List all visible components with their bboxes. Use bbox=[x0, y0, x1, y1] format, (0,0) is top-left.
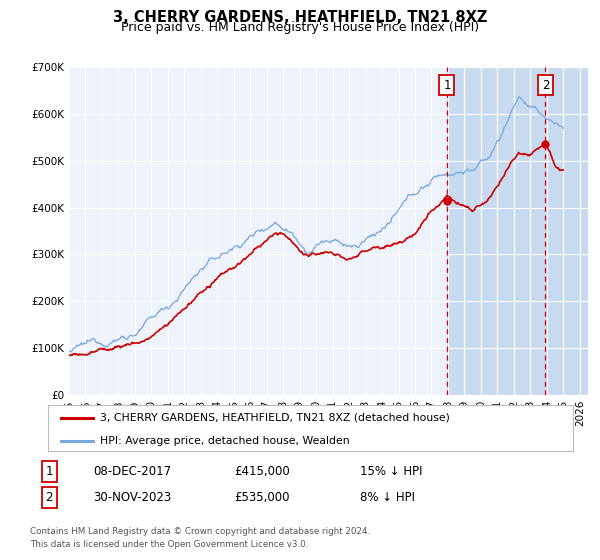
Text: £535,000: £535,000 bbox=[234, 491, 290, 504]
Text: 08-DEC-2017: 08-DEC-2017 bbox=[93, 465, 171, 478]
Text: 30-NOV-2023: 30-NOV-2023 bbox=[93, 491, 171, 504]
Text: Price paid vs. HM Land Registry's House Price Index (HPI): Price paid vs. HM Land Registry's House … bbox=[121, 21, 479, 34]
Text: 15% ↓ HPI: 15% ↓ HPI bbox=[360, 465, 422, 478]
Text: This data is licensed under the Open Government Licence v3.0.: This data is licensed under the Open Gov… bbox=[30, 540, 308, 549]
Text: 1: 1 bbox=[46, 465, 53, 478]
Text: 3, CHERRY GARDENS, HEATHFIELD, TN21 8XZ (detached house): 3, CHERRY GARDENS, HEATHFIELD, TN21 8XZ … bbox=[101, 413, 451, 423]
Text: 2: 2 bbox=[542, 79, 549, 92]
Text: 2: 2 bbox=[46, 491, 53, 504]
Text: HPI: Average price, detached house, Wealden: HPI: Average price, detached house, Weal… bbox=[101, 436, 350, 446]
Text: Contains HM Land Registry data © Crown copyright and database right 2024.: Contains HM Land Registry data © Crown c… bbox=[30, 528, 370, 536]
Text: 3, CHERRY GARDENS, HEATHFIELD, TN21 8XZ: 3, CHERRY GARDENS, HEATHFIELD, TN21 8XZ bbox=[113, 10, 487, 25]
Bar bbox=[447, 67, 588, 395]
Text: £415,000: £415,000 bbox=[234, 465, 290, 478]
Text: 8% ↓ HPI: 8% ↓ HPI bbox=[360, 491, 415, 504]
Text: 1: 1 bbox=[443, 79, 451, 92]
